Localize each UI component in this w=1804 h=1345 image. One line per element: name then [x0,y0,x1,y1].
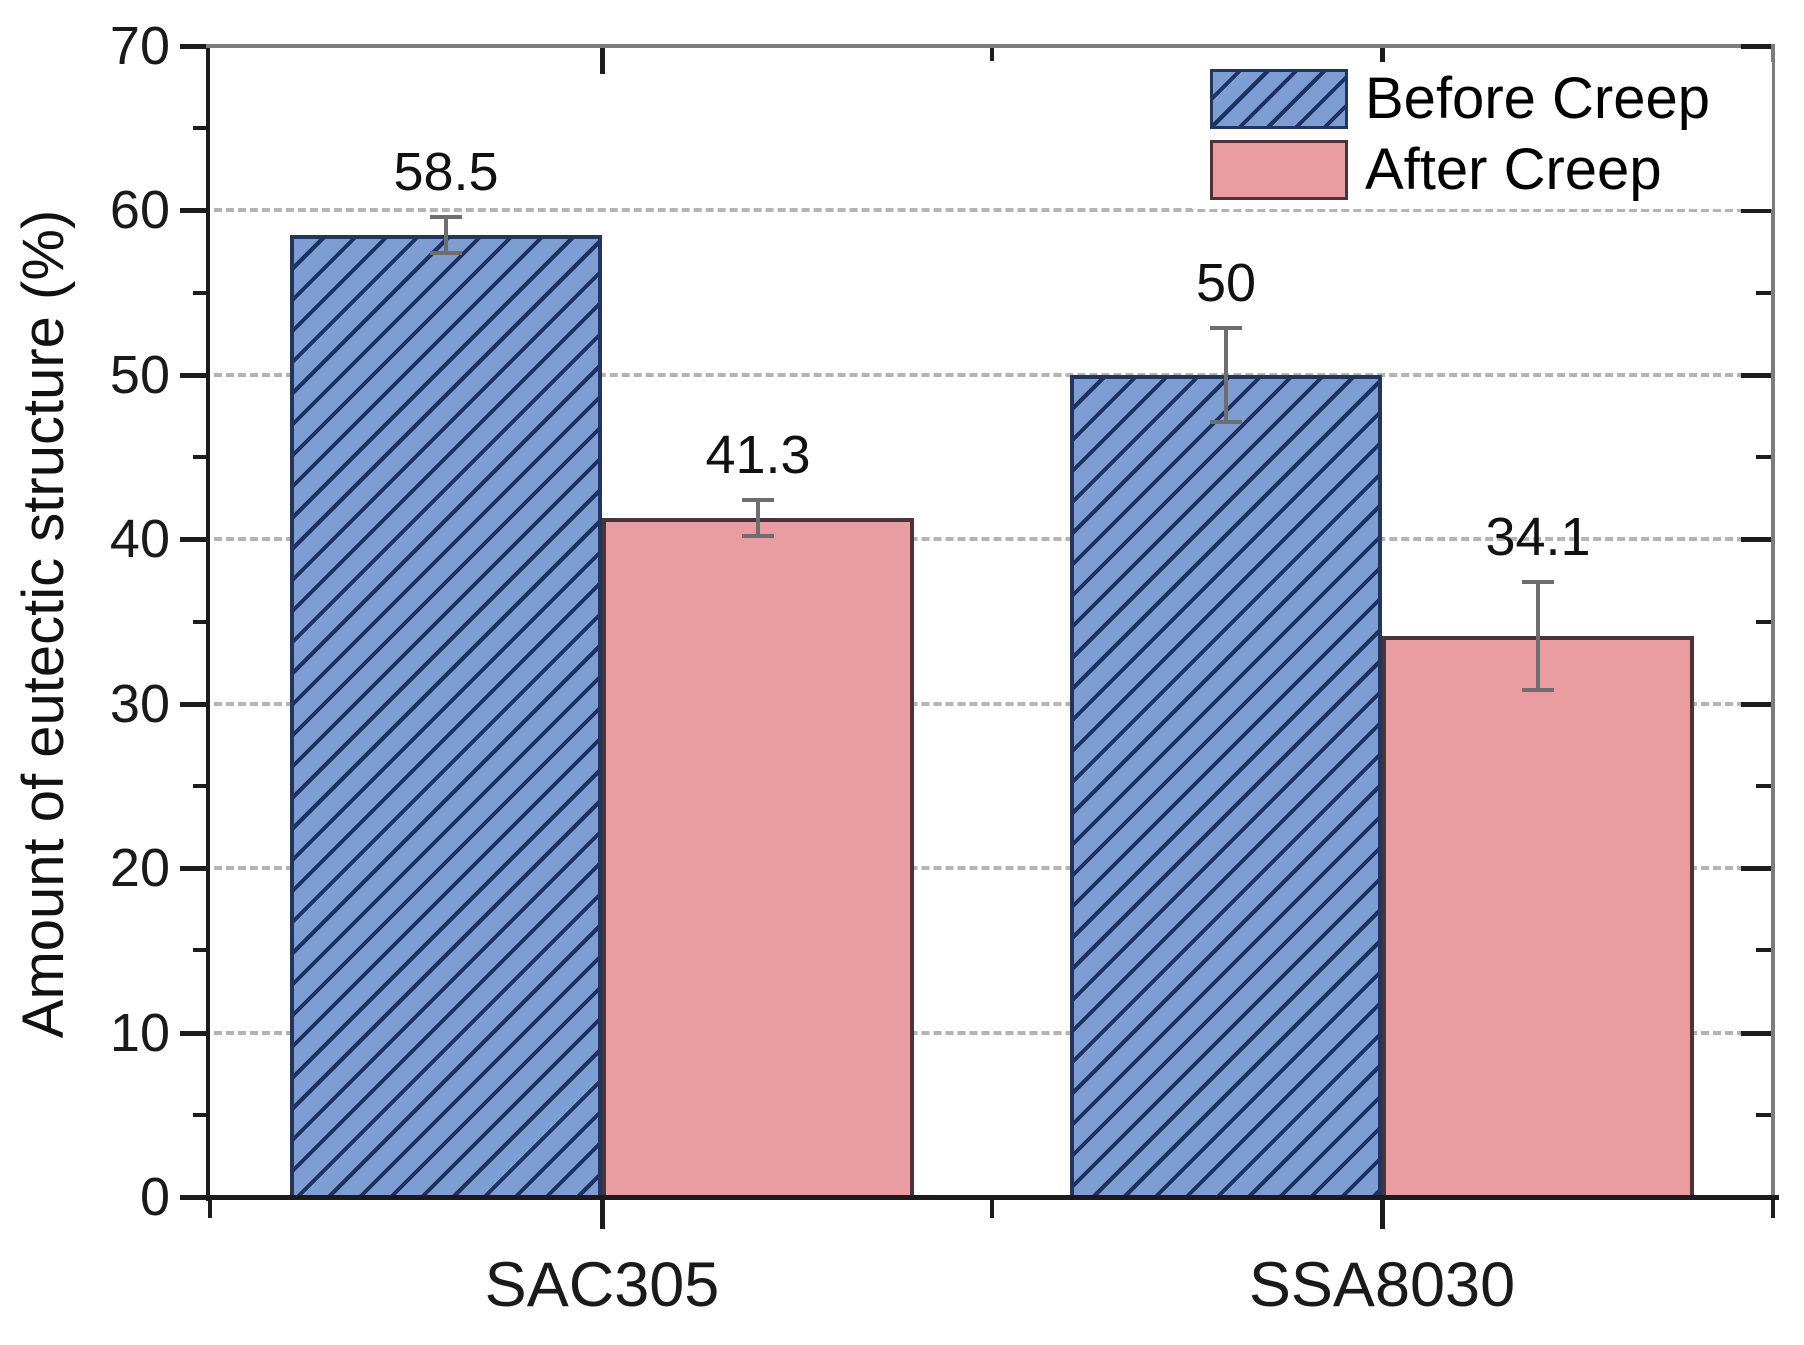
bar-before-creep-ssa8030 [1070,374,1382,1197]
right-axis-spine [1771,44,1775,1201]
legend-swatch-before-creep-icon [1210,69,1348,129]
legend-label-after-creep: After Creep [1365,137,1662,202]
x-major-tick-bottom [600,1199,605,1229]
y-gridline [214,866,1769,871]
x-major-tick-bottom [1380,1199,1385,1229]
x-major-tick-top [1380,48,1385,74]
legend: Before Creep After Creep [1192,62,1772,209]
y-minor-tick-right [1756,948,1771,953]
y-tick-label: 50 [109,344,170,405]
bar-value-label: 58.5 [393,142,499,203]
x-minor-tick-bottom [1771,1199,1775,1218]
error-bar-cap-top [742,498,774,503]
bar-after-creep-ssa8030 [1382,636,1694,1197]
y-minor-tick-right [1756,290,1771,295]
y-tick-label: 30 [109,673,170,734]
y-gridline [214,701,1769,706]
y-gridline [214,1030,1769,1035]
y-major-tick-left [180,208,206,214]
error-bar-line [1536,580,1540,693]
y-major-tick-right [1741,1030,1771,1036]
y-major-tick-left [180,701,206,707]
y-tick-label: 60 [109,180,170,241]
legend-item-after-creep: After Creep [1210,137,1772,203]
y-minor-tick-left [193,290,206,295]
error-bar-cap-bottom [1522,688,1554,693]
y-major-tick-right [1741,537,1771,543]
y-minor-tick-left [193,948,206,953]
error-bar-line [756,498,760,538]
top-axis-spine [206,44,1775,48]
y-major-tick-left [180,372,206,378]
y-minor-tick-left [193,126,206,131]
y-minor-tick-right [1756,783,1771,788]
legend-swatch-after-creep-icon [1210,140,1348,200]
error-bar-cap-bottom [1210,420,1242,425]
y-major-tick-right [1741,701,1771,707]
y-minor-tick-right [1756,619,1771,624]
error-bar-cap-bottom [742,533,774,538]
y-tick-label: 70 [109,16,170,76]
error-bar-cap-bottom [430,250,462,255]
x-minor-tick-top [990,48,994,61]
y-gridline [214,208,1769,213]
y-tick-label: 40 [109,509,170,570]
error-bar-cap-top [1210,325,1242,330]
left-axis-spine [206,44,210,1201]
y-axis-title: Amount of eutectic structure (%) [11,209,76,1039]
error-bar-cap-top [1522,580,1554,585]
x-minor-tick-bottom [208,1199,212,1218]
y-major-tick-right [1741,372,1771,378]
bar-value-label: 34.1 [1485,507,1591,568]
legend-item-before-creep: Before Creep [1210,66,1772,132]
y-major-tick-right [1741,44,1771,49]
x-category-label: SSA8030 [1248,1250,1516,1320]
y-major-tick-right [1741,208,1771,214]
y-major-tick-left [180,44,206,49]
bar-value-label: 41.3 [705,425,811,486]
y-minor-tick-left [193,1112,206,1117]
bar-after-creep-sac305 [602,517,914,1197]
y-minor-tick-right [1756,1112,1771,1117]
x-minor-tick-bottom [990,1199,994,1218]
y-major-tick-left [180,1195,206,1200]
x-category-label: SAC305 [484,1250,720,1320]
bar-before-creep-sac305 [290,235,602,1197]
x-major-tick-top [600,48,605,74]
y-minor-tick-left [193,783,206,788]
y-minor-tick-left [193,455,206,460]
y-major-tick-left [180,1030,206,1036]
y-gridline [214,537,1769,542]
y-tick-label: 0 [139,1167,170,1227]
y-minor-tick-right [1756,455,1771,460]
y-minor-tick-left [193,619,206,624]
error-bar-line [444,215,448,255]
y-tick-label: 10 [109,1002,170,1063]
bar-value-label: 50 [1195,252,1257,313]
y-major-tick-left [180,537,206,543]
error-bar-line [1224,325,1228,425]
error-bar-cap-top [430,215,462,220]
y-major-tick-right [1741,866,1771,872]
bottom-axis-spine [204,1195,1779,1200]
legend-label-before-creep: Before Creep [1365,66,1710,131]
y-gridline [214,372,1769,377]
y-major-tick-left [180,866,206,872]
y-major-tick-right [1741,1195,1771,1200]
y-tick-label: 20 [109,838,170,899]
